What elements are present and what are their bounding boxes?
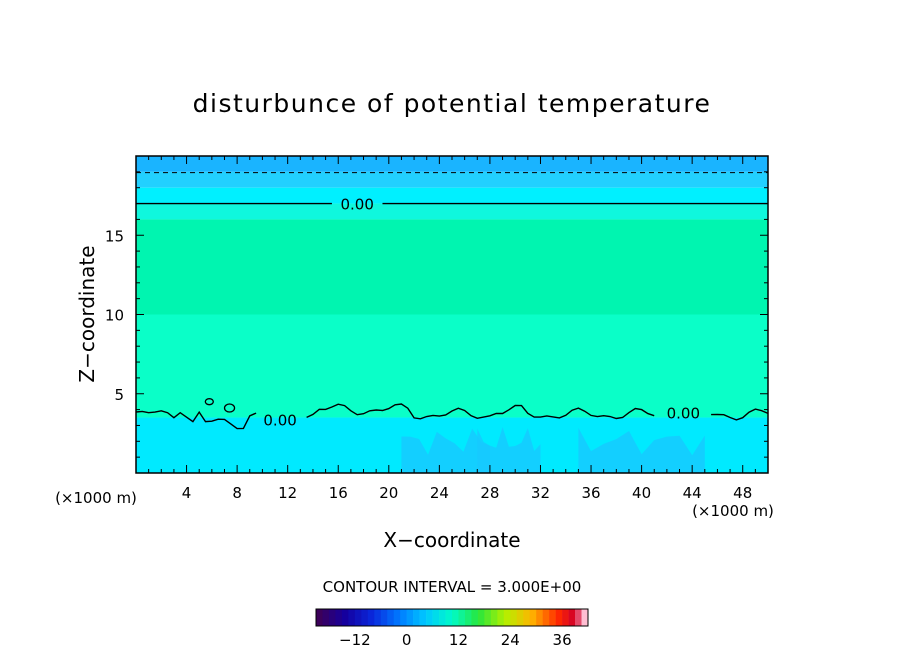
colorbar-tick-label: 0 [402, 631, 412, 649]
colorbar-cell [328, 609, 336, 626]
contour-label: 0.00 [340, 196, 373, 214]
colorbar-cell [413, 609, 420, 626]
x-axis-label: X−coordinate [383, 528, 520, 552]
colorbar-cell [322, 609, 330, 626]
colorbar [315, 608, 589, 627]
x-tick-label: 24 [430, 484, 449, 502]
colorbar-cell [503, 609, 511, 626]
contour-label: 0.00 [263, 412, 296, 430]
y-tick-label: 5 [114, 386, 124, 404]
contour-label: 0.00 [667, 405, 700, 423]
x-tick-label: 8 [232, 484, 242, 502]
colorbar-cell [374, 609, 382, 626]
colorbar-cell [458, 609, 466, 626]
x-unit-right: (×1000 m) [692, 502, 774, 520]
colorbar-cell [393, 609, 401, 626]
colorbar-cell [529, 609, 537, 626]
contour-line-lower-1 [306, 403, 655, 420]
x-unit-left: (×1000 m) [55, 489, 137, 507]
cold-patches [401, 427, 705, 473]
colorbar-tick-label: 36 [553, 631, 572, 649]
x-tick-label: 12 [278, 484, 297, 502]
colorbar-cell [471, 609, 479, 626]
plot-area: 0.00 0.00 0.00 [135, 155, 769, 474]
colorbar-tick-label: −12 [339, 631, 371, 649]
field-band-2 [136, 187, 768, 204]
x-tick-label: 32 [531, 484, 550, 502]
chart-title: disturbunce of potential temperature [193, 89, 712, 118]
colorbar-cell [348, 609, 356, 626]
x-tick-label: 44 [683, 484, 702, 502]
colorbar-cell [555, 609, 563, 626]
x-tick-label: 28 [480, 484, 499, 502]
colorbar-cell [354, 609, 362, 626]
colorbar-cell [490, 609, 498, 626]
contour-lines: 0.00 0.00 0.00 [135, 172, 769, 430]
x-tick-label: 16 [329, 484, 348, 502]
field-band-5 [136, 314, 768, 418]
y-tick-labels: 5 10 15 [105, 227, 124, 404]
contour-closed-0 [204, 398, 214, 406]
contour-closed-1 [223, 403, 236, 413]
colorbar-cell [575, 609, 582, 626]
contour-line-lower-0 [135, 410, 257, 430]
x-tick-label: 36 [581, 484, 600, 502]
colorbar-cell [419, 609, 427, 626]
colorbar-cell [523, 609, 531, 626]
colorbar-cell [510, 609, 518, 626]
colorbar-cell [426, 609, 433, 626]
field-band-0 [136, 156, 768, 172]
colorbar-cell [542, 609, 550, 626]
colorbar-cell [380, 609, 388, 626]
colorbar-cell [439, 609, 446, 626]
colorbar-cell [335, 609, 343, 626]
x-tick-label: 20 [379, 484, 398, 502]
x-tick-label: 48 [733, 484, 752, 502]
y-tick-label: 10 [105, 307, 124, 325]
colorbar-cell [361, 609, 369, 626]
y-axis-label: Z−coordinate [75, 245, 99, 382]
colorbar-cell [400, 609, 407, 626]
colorbar-tick-labels: −12 0 12 24 36 [339, 631, 572, 649]
colorbar-frame [315, 608, 589, 627]
cold-patch-2 [578, 427, 705, 473]
cold-patch-0 [401, 428, 490, 473]
colorbar-cell [464, 609, 472, 626]
colorbar-cell [477, 609, 485, 626]
x-tick-label: 40 [632, 484, 651, 502]
contour-line-lower-2 [711, 408, 769, 421]
colorbar-cell [445, 609, 453, 626]
colorbar-cell [562, 609, 569, 626]
colorbar-cell [516, 609, 524, 626]
y-tick-label: 15 [105, 227, 124, 245]
colorbar-cell [452, 609, 459, 626]
colorbar-cell [341, 609, 349, 626]
field-band-1 [136, 171, 768, 188]
colorbar-cell [387, 609, 395, 626]
colorbar-tick-label: 24 [501, 631, 520, 649]
colorbar-cell [367, 609, 375, 626]
axis-ticks [136, 156, 768, 473]
x-tick-label: 4 [182, 484, 192, 502]
contour-interval-text: CONTOUR INTERVAL = 3.000E+00 [323, 578, 582, 596]
colorbar-cell [406, 609, 414, 626]
field-shading [136, 156, 768, 473]
colorbar-cell [549, 609, 556, 626]
colorbar-cell [316, 609, 323, 626]
colorbar-cell [568, 609, 576, 626]
colorbar-cell [581, 609, 589, 626]
colorbar-cell [484, 609, 492, 626]
field-band-4 [136, 219, 768, 315]
colorbar-cell [497, 609, 505, 626]
x-tick-labels: 4 8 12 16 20 24 28 32 36 40 44 48 [182, 484, 752, 502]
field-band-3 [136, 203, 768, 220]
colorbar-tick-label: 12 [449, 631, 468, 649]
colorbar-cell [432, 609, 440, 626]
cold-patch-1 [477, 427, 541, 473]
colorbar-cell [536, 609, 543, 626]
